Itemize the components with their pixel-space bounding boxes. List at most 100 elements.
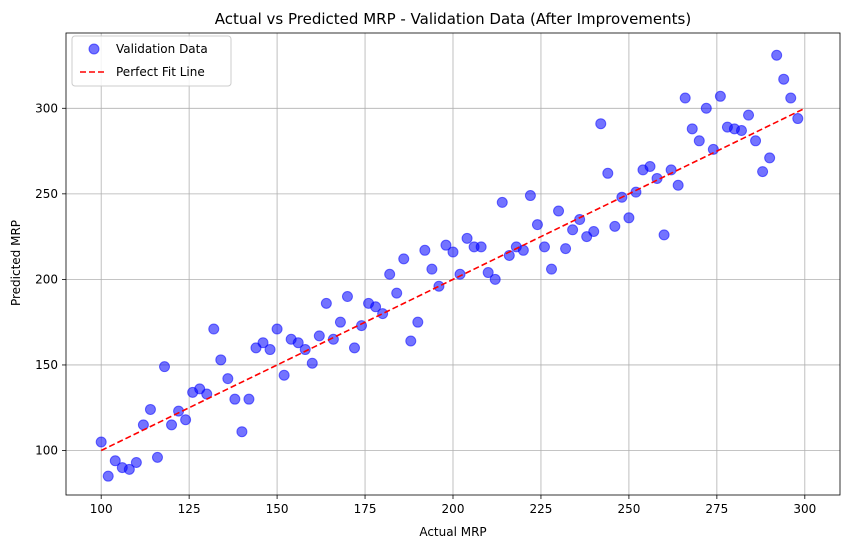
axes: 100 125 150 175 200 225 250 275 300 100 150 200 250 3… [35,32,841,516]
x-tick-label: 125 [178,502,201,516]
scatter-point [792,113,804,125]
scatter-point [461,232,473,244]
plot-marks [95,49,806,482]
scatter-point [278,369,290,381]
scatter-point [222,373,234,385]
y-tick-label: 100 [35,444,58,458]
scatter-point [257,337,269,349]
scatter-point [215,354,227,366]
y-axis-label: Predicted MRP [9,220,23,306]
scatter-point [489,273,501,285]
legend-label-validation-data: Validation Data [116,42,208,56]
scatter-point [609,220,621,232]
scatter-point [496,196,508,208]
x-tick-label: 150 [266,502,289,516]
scatter-point [391,287,403,299]
x-tick-label: 175 [354,502,377,516]
scatter-point [588,225,600,237]
x-tick-label: 200 [442,502,465,516]
chart-title: Actual vs Predicted MRP - Validation Dat… [215,10,691,28]
scatter-point [538,241,550,253]
scatter-point [370,301,382,313]
scatter-point [412,316,424,328]
scatter-point [482,267,494,279]
scatter-point [159,361,171,373]
scatter-point [419,244,431,256]
scatter-point [735,125,747,137]
scatter-point [553,205,565,217]
scatter-point [306,357,318,369]
scatter-point [236,426,248,438]
scatter-point [546,263,558,275]
scatter-point [348,342,360,354]
scatter-point [384,268,396,280]
scatter-point [757,166,769,178]
scatter-point [531,219,543,231]
scatter-point [454,268,466,280]
scatter-point [658,229,670,241]
scatter-point [595,118,607,130]
scatter-point [707,143,719,155]
y-tick-label: 250 [35,187,58,201]
scatter-point [700,102,712,114]
scatter-point [377,308,389,320]
x-tick-label: 225 [530,502,553,516]
scatter-point [144,403,156,415]
scatter-point [130,456,142,468]
grid-lines [66,33,840,495]
scatter-point [405,335,417,347]
plot-frame [65,32,841,496]
scatter-point [320,297,332,309]
scatter-point [693,135,705,147]
scatter-point [560,243,572,255]
x-tick-label: 275 [705,502,728,516]
legend-label-perfect-fit-line: Perfect Fit Line [116,65,205,79]
scatter-point [778,73,790,85]
y-tick-label: 300 [35,101,58,115]
scatter-point [475,241,487,253]
scatter-point [764,152,776,164]
scatter-point [398,253,410,265]
scatter-point [102,470,114,482]
scatter-point [686,123,698,135]
scatter-point [623,212,635,224]
legend-marker-validation-data [88,43,100,55]
x-tick-label: 100 [90,502,113,516]
scatter-point [433,280,445,292]
y-tick-label: 200 [35,272,58,286]
scatter-point [123,463,135,475]
scatter-point [299,344,311,356]
scatter-point [440,239,452,251]
scatter-point [243,393,255,405]
scatter-point [426,263,438,275]
scatter-point [750,135,762,147]
scatter-point [109,455,121,467]
scatter-point [679,92,691,104]
x-tick-label: 250 [617,502,640,516]
x-tick-label: 300 [793,502,816,516]
scatter-point [180,414,192,426]
legend: Validation Data Perfect Fit Line [71,35,232,87]
scatter-point [567,224,579,236]
x-axis-label: Actual MRP [419,525,486,539]
scatter-point [665,164,677,176]
scatter-point [264,344,276,356]
scatter-point [334,316,346,328]
scatter-point [271,323,283,335]
scatter-point [208,323,220,335]
scatter-point [644,160,656,172]
scatter-point [743,109,755,121]
scatter-point [524,190,536,202]
scatter-point [672,179,684,191]
scatter-point [292,337,304,349]
scatter-point [602,167,614,179]
scatter-point [517,244,529,256]
scatter-point [341,291,353,303]
scatter-point [95,436,107,448]
scatter-point [313,330,325,342]
scatter-point [151,451,163,463]
y-tick-label: 150 [35,358,58,372]
perfect-fit-line [100,107,806,452]
scatter-point [771,49,783,61]
